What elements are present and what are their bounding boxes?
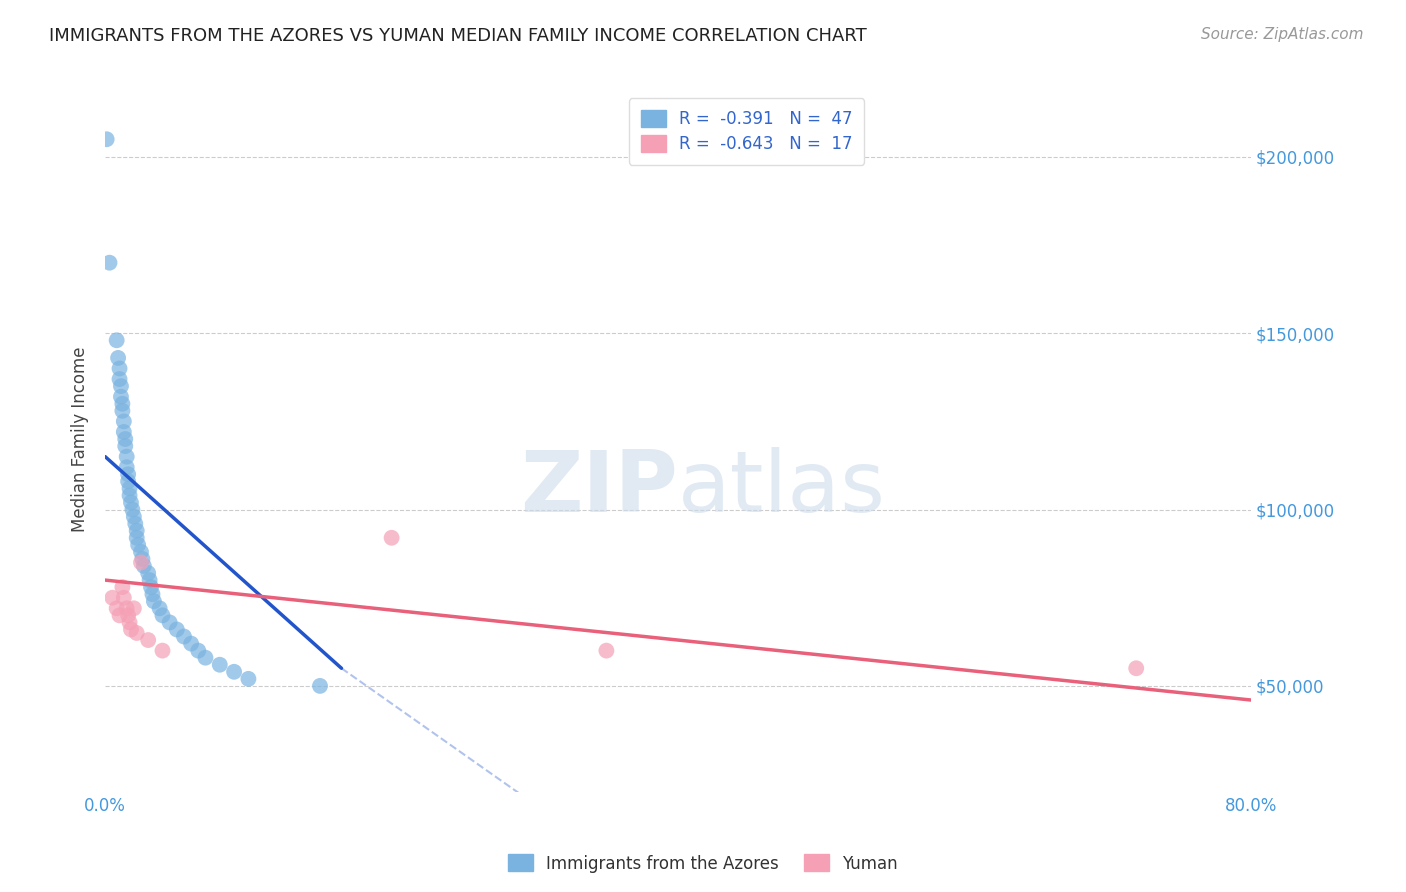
Point <box>125 626 148 640</box>
Point <box>138 573 160 587</box>
Point <box>111 580 134 594</box>
Point <box>117 475 139 489</box>
Point <box>111 397 134 411</box>
Legend: R =  -0.391   N =  47, R =  -0.643   N =  17: R = -0.391 N = 47, R = -0.643 N = 17 <box>628 98 865 164</box>
Point <box>180 636 202 650</box>
Point <box>141 587 163 601</box>
Text: atlas: atlas <box>678 447 886 530</box>
Point <box>152 643 174 657</box>
Point <box>114 439 136 453</box>
Point <box>120 623 142 637</box>
Point <box>127 538 149 552</box>
Point <box>98 256 121 270</box>
Point <box>117 467 139 482</box>
Point <box>309 679 332 693</box>
Point <box>238 672 260 686</box>
Point <box>112 591 135 605</box>
Point <box>111 404 134 418</box>
Point <box>159 615 181 630</box>
Point <box>142 594 165 608</box>
Point <box>114 432 136 446</box>
Point <box>129 545 152 559</box>
Point <box>595 643 617 657</box>
Point <box>381 531 404 545</box>
Point <box>166 623 188 637</box>
Point <box>118 615 141 630</box>
Point <box>112 414 135 428</box>
Point <box>108 608 131 623</box>
Point <box>136 633 159 648</box>
Point <box>125 524 148 538</box>
Text: Source: ZipAtlas.com: Source: ZipAtlas.com <box>1201 27 1364 42</box>
Point <box>149 601 172 615</box>
Point <box>115 601 138 615</box>
Point <box>194 650 217 665</box>
Text: ZIP: ZIP <box>520 447 678 530</box>
Point <box>122 601 145 615</box>
Point <box>112 425 135 439</box>
Point <box>124 516 146 531</box>
Point <box>105 601 128 615</box>
Point <box>101 591 124 605</box>
Point <box>125 531 148 545</box>
Point <box>105 333 128 347</box>
Point <box>120 495 142 509</box>
Point <box>121 502 143 516</box>
Point <box>96 132 118 146</box>
Legend: Immigrants from the Azores, Yuman: Immigrants from the Azores, Yuman <box>502 847 904 880</box>
Y-axis label: Median Family Income: Median Family Income <box>72 346 89 532</box>
Point <box>118 488 141 502</box>
Point <box>152 608 174 623</box>
Point <box>131 552 153 566</box>
Point <box>108 372 131 386</box>
Point <box>108 361 131 376</box>
Point <box>222 665 245 679</box>
Text: IMMIGRANTS FROM THE AZORES VS YUMAN MEDIAN FAMILY INCOME CORRELATION CHART: IMMIGRANTS FROM THE AZORES VS YUMAN MEDI… <box>49 27 868 45</box>
Point <box>136 566 159 580</box>
Point <box>129 556 152 570</box>
Point <box>110 379 132 393</box>
Point <box>173 630 195 644</box>
Point <box>187 643 209 657</box>
Point <box>118 482 141 496</box>
Point <box>110 390 132 404</box>
Point <box>1125 661 1147 675</box>
Point <box>122 509 145 524</box>
Point <box>115 450 138 464</box>
Point <box>115 460 138 475</box>
Point <box>139 580 162 594</box>
Point <box>107 351 129 365</box>
Point <box>117 608 139 623</box>
Point <box>132 559 155 574</box>
Point <box>208 657 231 672</box>
